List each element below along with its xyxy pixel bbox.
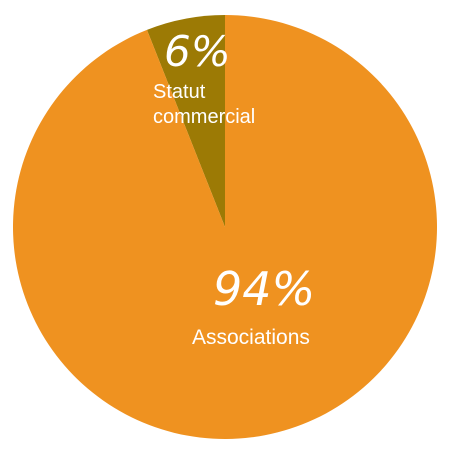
pie-slice-associations — [13, 15, 438, 439]
slice-statut-commercial-label-line1: Statut — [153, 81, 206, 103]
slice-statut-commercial-percent: 6% — [164, 27, 231, 76]
slice-associations-percent: 94% — [213, 262, 315, 316]
pie-slice-statut-commercial — [146, 15, 225, 227]
slice-associations-label: Associations — [192, 326, 310, 349]
slice-statut-commercial-label-line2: commercial — [153, 106, 255, 128]
pie-slices — [13, 15, 438, 439]
